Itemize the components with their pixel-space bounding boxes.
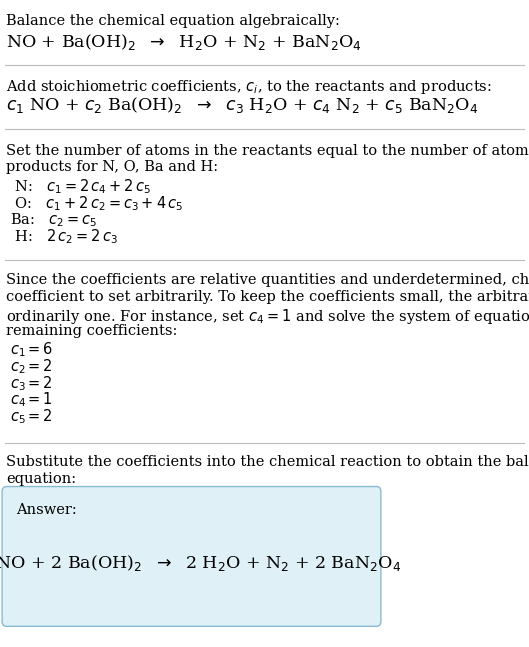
Text: ordinarily one. For instance, set $c_4 = 1$ and solve the system of equations fo: ordinarily one. For instance, set $c_4 =… — [6, 307, 529, 325]
Text: O:   $c_1 + 2\,c_2 = c_3 + 4\,c_5$: O: $c_1 + 2\,c_2 = c_3 + 4\,c_5$ — [10, 194, 183, 213]
Text: $c_3 = 2$: $c_3 = 2$ — [10, 374, 52, 393]
Text: N:   $c_1 = 2\,c_4 + 2\,c_5$: N: $c_1 = 2\,c_4 + 2\,c_5$ — [10, 177, 151, 196]
Text: $c_1$ NO + $c_2$ Ba(OH)$_2$  $\rightarrow$  $c_3$ H$_2$O + $c_4$ N$_2$ + $c_5$ B: $c_1$ NO + $c_2$ Ba(OH)$_2$ $\rightarrow… — [6, 95, 479, 115]
FancyBboxPatch shape — [2, 487, 381, 626]
Text: H:   $2\,c_2 = 2\,c_3$: H: $2\,c_2 = 2\,c_3$ — [10, 228, 118, 247]
Text: Since the coefficients are relative quantities and underdetermined, choose a: Since the coefficients are relative quan… — [6, 273, 529, 287]
Text: $c_1 = 6$: $c_1 = 6$ — [10, 340, 53, 359]
Text: $c_5 = 2$: $c_5 = 2$ — [10, 408, 52, 426]
Text: coefficient to set arbitrarily. To keep the coefficients small, the arbitrary va: coefficient to set arbitrarily. To keep … — [6, 290, 529, 304]
Text: remaining coefficients:: remaining coefficients: — [6, 324, 178, 338]
Text: $c_4 = 1$: $c_4 = 1$ — [10, 391, 52, 410]
Text: NO + Ba(OH)$_2$  $\rightarrow$  H$_2$O + N$_2$ + BaN$_2$O$_4$: NO + Ba(OH)$_2$ $\rightarrow$ H$_2$O + N… — [6, 32, 362, 52]
Text: Substitute the coefficients into the chemical reaction to obtain the balanced: Substitute the coefficients into the che… — [6, 455, 529, 470]
Text: Ba:   $c_2 = c_5$: Ba: $c_2 = c_5$ — [10, 211, 96, 228]
Text: Add stoichiometric coefficients, $c_i$, to the reactants and products:: Add stoichiometric coefficients, $c_i$, … — [6, 78, 492, 96]
Text: Answer:: Answer: — [16, 503, 77, 517]
Text: equation:: equation: — [6, 472, 77, 487]
Text: Set the number of atoms in the reactants equal to the number of atoms in the: Set the number of atoms in the reactants… — [6, 144, 529, 158]
Text: 6 NO + 2 Ba(OH)$_2$  $\rightarrow$  2 H$_2$O + N$_2$ + 2 BaN$_2$O$_4$: 6 NO + 2 Ba(OH)$_2$ $\rightarrow$ 2 H$_2… — [0, 553, 402, 573]
Text: products for N, O, Ba and H:: products for N, O, Ba and H: — [6, 160, 218, 175]
Text: $c_2 = 2$: $c_2 = 2$ — [10, 357, 52, 376]
Text: Balance the chemical equation algebraically:: Balance the chemical equation algebraica… — [6, 14, 340, 28]
